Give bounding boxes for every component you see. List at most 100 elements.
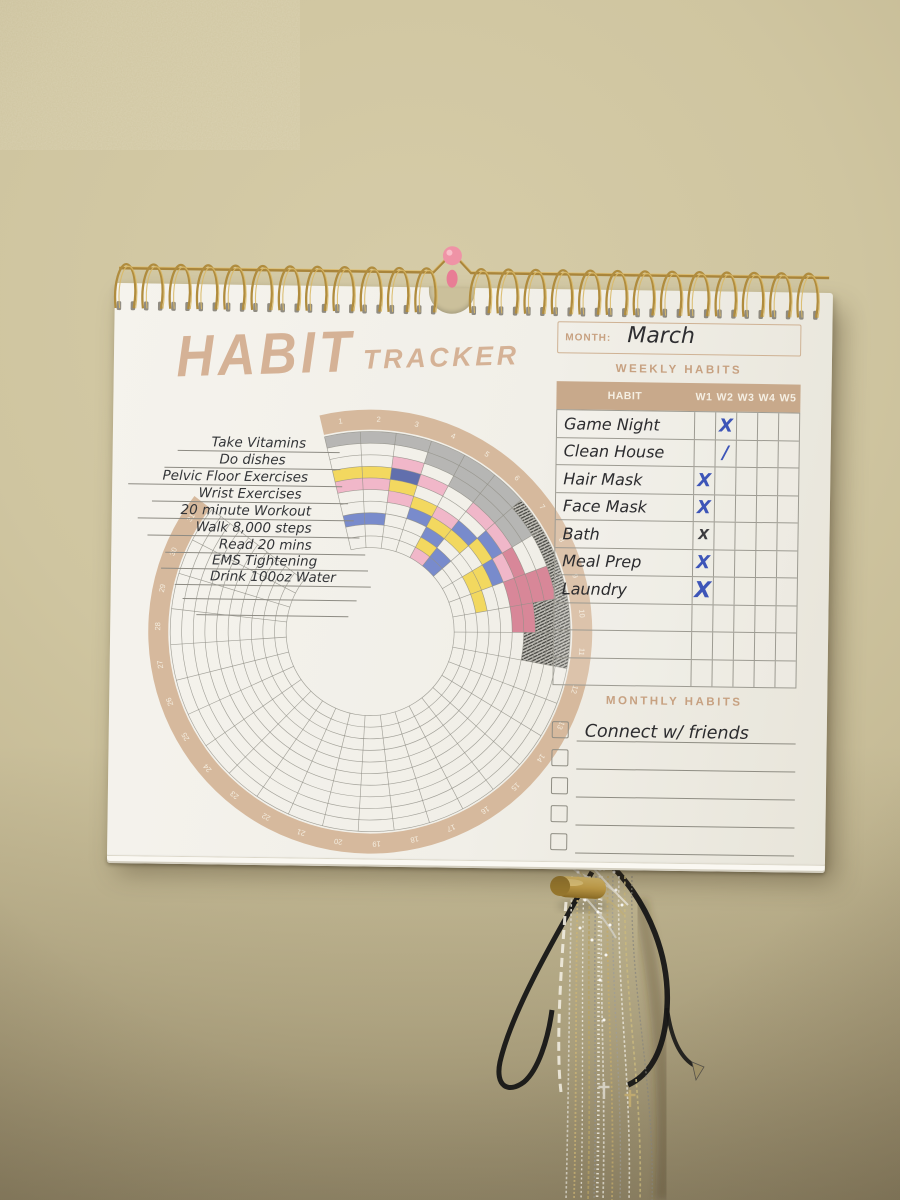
filled-cell-hatch — [555, 596, 571, 633]
filled-cell-pink — [417, 474, 449, 497]
filled-cell-blue — [422, 556, 443, 577]
week-cell — [776, 495, 799, 523]
filled-cell-gray — [448, 475, 481, 503]
week-cell — [753, 660, 775, 688]
filled-cell-yellow — [472, 564, 493, 591]
week-cell — [776, 523, 798, 551]
day-gridline — [422, 475, 496, 567]
monthly-habit-checkbox — [551, 721, 569, 739]
ring-gridline — [169, 431, 571, 832]
monthly-habit-line — [575, 770, 796, 801]
binding-loop — [796, 272, 819, 318]
week-cell — [713, 522, 735, 550]
filled-cell-blue — [482, 558, 504, 587]
binding-loop-highlight — [282, 267, 302, 311]
week-cell — [735, 412, 758, 440]
filled-cell-red — [514, 574, 533, 605]
binding-loop — [386, 266, 410, 313]
week-column-header: W5 — [779, 392, 797, 405]
day-number: 11 — [577, 648, 587, 657]
week-cell: X — [714, 412, 737, 440]
chain-sparkle — [596, 910, 600, 914]
filled-cell-yellow — [444, 529, 469, 554]
day-number: 20 — [333, 837, 343, 847]
ring-gridline — [181, 442, 559, 821]
filled-cell-hatch — [512, 500, 543, 536]
week-cell — [693, 412, 716, 439]
day-number: 29 — [157, 583, 168, 593]
chain-sparkle — [608, 923, 612, 927]
binding-loop-highlight — [309, 268, 329, 312]
binding-loop — [605, 269, 628, 316]
week-cell — [754, 605, 776, 633]
chain-sparkle — [614, 888, 618, 892]
chain-sparkle — [612, 870, 616, 874]
month-label: MONTH: — [565, 331, 612, 344]
binding-loop — [195, 264, 219, 310]
binding-loop — [223, 264, 246, 310]
week-cell — [754, 577, 776, 605]
page-title: HABIT TRACKER — [175, 317, 520, 390]
day-gridline — [433, 499, 522, 577]
week-cell: X — [692, 494, 715, 522]
weekly-table: Game Night X Clean House / Hair Mask X Face Ma… — [552, 409, 801, 689]
day-number: 18 — [410, 834, 420, 845]
filled-cell-yellow — [415, 537, 437, 557]
day-gridline — [454, 631, 571, 634]
week-cell — [777, 413, 800, 441]
ring-gridline — [251, 512, 490, 751]
necklace-chain — [623, 875, 642, 1200]
day-number: 8 — [557, 536, 567, 544]
hook-cap — [550, 875, 571, 896]
handwritten-mark: X — [697, 469, 712, 492]
handwritten-mark: X — [694, 577, 712, 604]
necklace-chain — [593, 875, 597, 1200]
filled-cell-gray — [494, 515, 523, 548]
week-cell — [754, 550, 777, 578]
necklace-chain — [600, 875, 605, 1200]
day-gridline — [211, 509, 304, 581]
filled-cell-gray — [424, 452, 460, 476]
day-number: 28 — [153, 622, 162, 631]
filled-cell-gray — [394, 433, 432, 453]
monthly-habit-line — [575, 826, 795, 857]
week-cell — [690, 632, 713, 659]
filled-cell-gray — [473, 493, 504, 524]
weekly-table-header: HABIT W1 W2 W3 W4 W5 — [556, 381, 801, 413]
week-cell — [712, 577, 734, 605]
chain-sparkle — [598, 978, 602, 982]
binding-loop — [496, 268, 519, 314]
weekly-habit-name: Game Night — [563, 414, 660, 435]
binding-loop-highlight — [173, 266, 193, 310]
necklace-chain — [606, 875, 614, 1200]
day-number: 1 — [338, 416, 343, 425]
week-column-header: W1 — [695, 391, 713, 404]
filled-cell-blue — [406, 507, 432, 527]
week-cell — [755, 495, 778, 523]
monthly-habit-row — [550, 825, 795, 857]
monthly-habits-list: Connect w/ friends — [550, 713, 796, 857]
binding-loop-highlight — [418, 269, 438, 313]
black-cord-end — [665, 1007, 697, 1068]
day-gridline — [322, 713, 351, 826]
chain-sparkle — [604, 953, 608, 957]
habit-list-label: Drink 100oz Water — [209, 568, 336, 587]
binding-loop-highlight — [118, 265, 138, 309]
week-cell — [712, 604, 734, 632]
day-number: 25 — [179, 731, 191, 743]
necklace-chain — [631, 875, 653, 1200]
binding-loop-highlight — [527, 271, 547, 315]
week-cell — [734, 495, 757, 522]
filled-cell-yellow — [468, 538, 493, 565]
binding-loop — [113, 263, 137, 309]
day-gridline — [409, 455, 465, 558]
day-number: 5 — [483, 449, 491, 459]
day-number: 22 — [260, 811, 272, 823]
filled-cell-yellow — [410, 496, 438, 517]
day-number: 9 — [570, 573, 580, 579]
ring-gridline — [274, 535, 467, 728]
habit-list-blank-row — [182, 583, 357, 602]
binding-loop-highlight — [637, 272, 657, 316]
filled-cell-pink — [335, 478, 364, 494]
week-cell — [777, 440, 799, 468]
